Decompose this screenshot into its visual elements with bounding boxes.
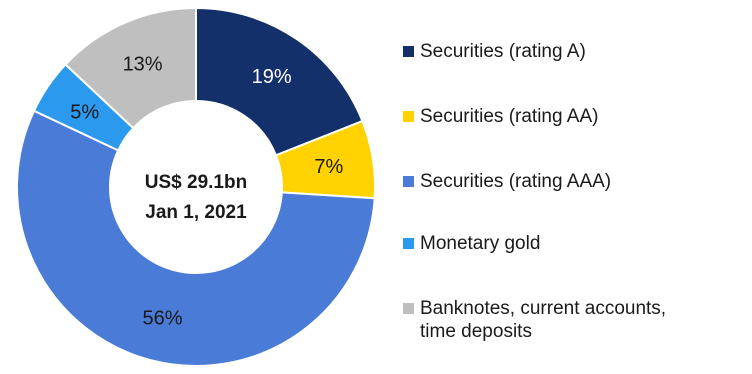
donut-slices [16,6,376,367]
slice-value-labels: 19% 7% 56% 5% 13% [70,54,343,330]
legend-item-monetary-gold: Monetary gold [403,232,540,255]
slice-banknotes [64,6,197,130]
legend-item-securities-aa: Securities (rating AA) [403,105,598,128]
legend-item-banknotes: Banknotes, current accounts, time deposi… [403,297,666,343]
center-total-label: US$ 29.1bn [145,172,247,193]
slice-label-securities-aaa: 56% [143,307,183,329]
legend-item-securities-a: Securities (rating A) [403,40,586,63]
slice-securities-aaa [16,109,376,367]
legend-label: Securities (rating AA) [420,106,599,127]
slice-label-securities-a: 19% [252,66,292,88]
slice-label-banknotes: 13% [123,54,163,76]
legend-label: Banknotes, current accounts, time deposi… [420,298,667,342]
legend-label: Securities (rating A) [420,41,586,62]
legend-swatch [403,303,414,314]
slice-label-monetary-gold: 5% [70,101,99,123]
slice-securities-a [195,6,364,157]
legend-label: Securities (rating AAA) [420,171,612,192]
legend-swatch [403,111,414,122]
legend-label: Monetary gold [420,233,541,254]
legend-swatch [403,238,414,249]
slice-label-securities-aa: 7% [314,156,343,178]
legend-swatch [403,176,414,187]
center-date-label: Jan 1, 2021 [145,202,247,223]
legend-swatch [403,46,414,57]
donut-chart: 19% 7% 56% 5% 13% US$ 29.1bn Jan 1, 2021 [16,6,376,367]
legend-item-securities-aaa: Securities (rating AAA) [403,170,611,193]
